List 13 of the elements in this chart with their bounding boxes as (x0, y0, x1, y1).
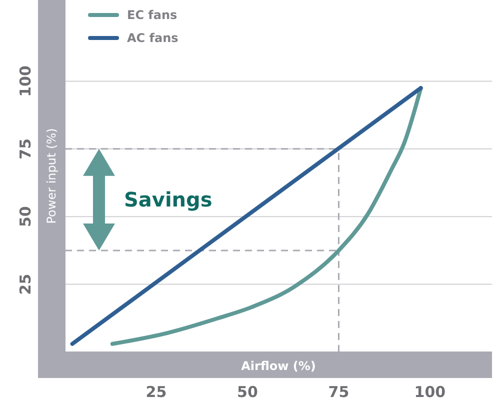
x-tick-label: 100 (414, 383, 446, 401)
y-axis-title: Power input (%) (44, 128, 59, 224)
y-tick-label: 50 (16, 206, 34, 228)
x-tick-label: 75 (328, 383, 350, 401)
legend-label: EC fans (127, 8, 178, 22)
y-tick-label: 25 (16, 274, 34, 295)
legend-label: AC fans (127, 31, 178, 46)
y-tick-label: 75 (16, 138, 34, 160)
x-tick-label: 50 (237, 383, 258, 401)
y-tick-label: 100 (16, 66, 34, 97)
annotation: Savings (124, 188, 212, 212)
x-tick-label: 25 (146, 383, 167, 401)
x-axis-title: Airflow (%) (241, 359, 316, 373)
